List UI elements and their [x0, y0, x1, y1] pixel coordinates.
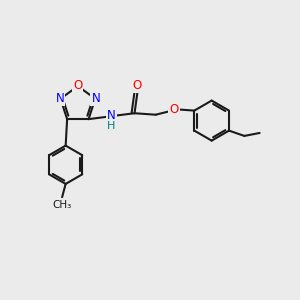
Text: N: N [92, 92, 100, 105]
Text: N: N [56, 92, 64, 105]
Text: O: O [169, 103, 178, 116]
Text: N: N [107, 109, 116, 122]
Text: O: O [133, 79, 142, 92]
Text: O: O [73, 79, 83, 92]
Text: CH₃: CH₃ [52, 200, 72, 210]
Text: H: H [107, 121, 116, 130]
